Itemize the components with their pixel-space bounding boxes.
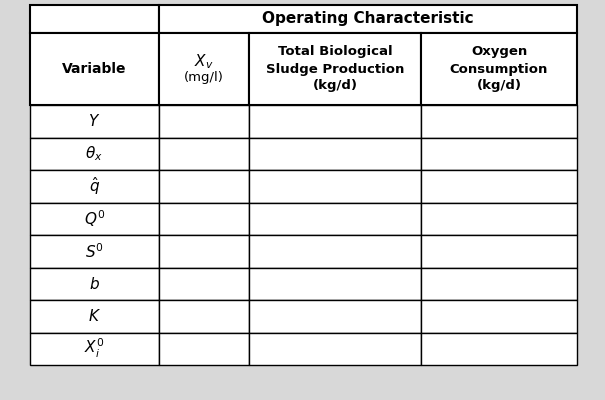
Bar <box>421 170 577 202</box>
Bar <box>249 33 421 105</box>
Bar <box>249 105 421 138</box>
Bar <box>30 268 159 300</box>
Bar <box>421 138 577 170</box>
Bar <box>421 300 577 332</box>
Text: $Q^0$: $Q^0$ <box>83 208 105 229</box>
Bar <box>30 138 159 170</box>
Bar <box>249 268 421 300</box>
Bar <box>159 138 249 170</box>
Text: (mg/l): (mg/l) <box>184 71 224 84</box>
Bar <box>249 170 421 202</box>
Bar <box>249 300 421 332</box>
Text: $S^0$: $S^0$ <box>85 242 103 261</box>
Text: $X_i^0$: $X_i^0$ <box>84 337 105 360</box>
Text: $X_v$: $X_v$ <box>194 52 214 71</box>
Bar <box>159 235 249 268</box>
Bar <box>421 202 577 235</box>
Bar <box>30 332 159 365</box>
Text: Oxygen
Consumption
(kg/d): Oxygen Consumption (kg/d) <box>450 46 548 92</box>
Text: $Y$: $Y$ <box>88 113 100 129</box>
Bar <box>421 105 577 138</box>
Bar <box>249 202 421 235</box>
Bar <box>421 268 577 300</box>
Bar <box>159 268 249 300</box>
Bar <box>421 33 577 105</box>
Bar <box>249 332 421 365</box>
Bar <box>159 170 249 202</box>
Bar <box>159 33 249 105</box>
Bar <box>159 5 577 33</box>
Bar <box>159 300 249 332</box>
Text: $\hat{q}$: $\hat{q}$ <box>89 175 100 197</box>
Bar <box>159 202 249 235</box>
Bar <box>30 105 159 138</box>
Bar <box>30 33 159 105</box>
Text: $K$: $K$ <box>88 308 101 324</box>
Text: Total Biological
Sludge Production
(kg/d): Total Biological Sludge Production (kg/d… <box>266 46 404 92</box>
Bar <box>30 170 159 202</box>
Bar <box>421 235 577 268</box>
Bar <box>249 235 421 268</box>
Bar <box>30 202 159 235</box>
Bar <box>421 332 577 365</box>
Bar <box>30 235 159 268</box>
Text: Operating Characteristic: Operating Characteristic <box>262 12 474 26</box>
Bar <box>159 105 249 138</box>
Text: Variable: Variable <box>62 62 126 76</box>
Bar <box>249 138 421 170</box>
Bar <box>30 300 159 332</box>
Bar <box>30 5 159 33</box>
Text: $\theta_x$: $\theta_x$ <box>85 144 103 163</box>
Bar <box>159 332 249 365</box>
Text: $b$: $b$ <box>89 276 100 292</box>
